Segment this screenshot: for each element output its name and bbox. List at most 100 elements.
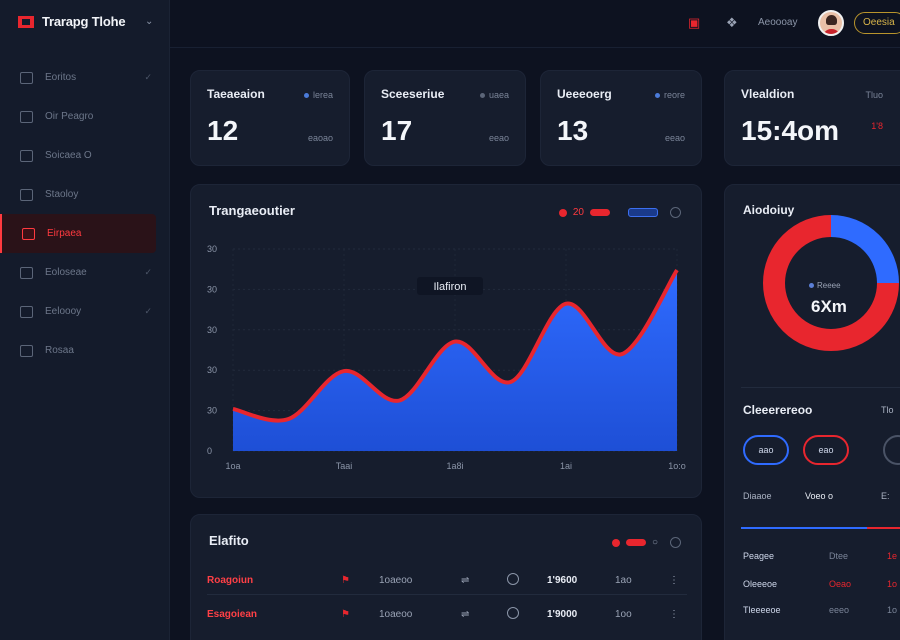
link-icon: ⇌	[461, 609, 470, 620]
sidebar-item[interactable]: Oir Peagro	[0, 97, 170, 136]
section-title: Cleeerereoo	[743, 403, 813, 417]
message-icon[interactable]: ▣	[688, 15, 701, 30]
row-id: 1oaeoo	[379, 609, 413, 620]
header-pill-button[interactable]: Oeesia	[854, 12, 900, 34]
dot-icon	[479, 92, 485, 98]
stat-tag: lerea	[303, 90, 333, 100]
ring-button[interactable]: aao	[743, 435, 789, 465]
stat-tag-label: reore	[663, 90, 685, 100]
donut-center-label-text: Reeee	[817, 281, 841, 290]
donut-slice-red	[763, 215, 899, 351]
sidebar-item-label: Eoloseae	[45, 267, 87, 278]
stat-title: Taeaeaion	[207, 87, 265, 101]
stat-card: Vlealdion Tluo 15:4om 1'8	[724, 70, 900, 166]
stat-value: 15:4om	[741, 115, 840, 146]
sidebar-item[interactable]: Rosaa	[0, 331, 170, 370]
stat-value: 12	[207, 115, 239, 146]
chart-title: Trangaeoutier	[209, 203, 295, 218]
sidebar-item-label: Eoritos	[45, 72, 77, 83]
legend-value: 20	[572, 207, 584, 218]
y-tick-label: 30	[207, 244, 217, 254]
list-flag: 1o	[887, 605, 898, 615]
y-tick-label: 30	[207, 284, 217, 294]
chevron-down-icon[interactable]: ⌄	[145, 16, 154, 27]
flag-icon: ⚑	[341, 609, 350, 620]
sidebar-item[interactable]: Eeloooy ✓	[0, 292, 170, 331]
sidebar-item[interactable]: Staoloy	[0, 175, 170, 214]
x-tick-label: 1o:o	[668, 461, 686, 471]
alert-icon	[20, 188, 33, 201]
bell-icon[interactable]: ❖	[726, 15, 738, 30]
stat-card: Taeaeaion lerea 12 eaoao	[190, 70, 350, 166]
activity-title: Aiodoiuy	[743, 203, 795, 217]
dot-icon	[654, 92, 660, 98]
sidebar: Trarapg Tlohe ⌄ Eoritos ✓ Oir Peagro Soic…	[0, 0, 170, 640]
more-icon[interactable]	[670, 207, 681, 218]
chevron-icon: ✓	[144, 306, 152, 316]
stat-card: Sceeseriue uaea 17 eeao	[364, 70, 526, 166]
progress-red	[867, 527, 900, 529]
legend-dot-icon	[611, 538, 620, 547]
flag-icon: ⚑	[341, 575, 350, 586]
header-label[interactable]: Aeoooay	[758, 17, 798, 28]
table-title: Elafito	[209, 533, 249, 548]
brand[interactable]: Trarapg Tlohe	[18, 14, 126, 29]
menu-icon[interactable]: ⋮	[669, 575, 679, 586]
table-row[interactable]: Roagoiun ⚑ 1oaeoo ⇌ 1'9600 1ao ⋮	[207, 565, 687, 595]
sidebar-item-label: Oir Peagro	[45, 111, 94, 122]
stat-tag-label: uaea	[488, 90, 509, 100]
list-label: Tleeeeoe	[743, 605, 781, 615]
menu-icon[interactable]: ⋮	[669, 609, 679, 620]
box-icon	[20, 71, 33, 84]
ring-button[interactable]	[883, 435, 900, 465]
row-tail: 1oo	[615, 609, 632, 620]
list-flag: 1e	[887, 551, 898, 561]
stat-tag-label: Tluo	[865, 90, 883, 100]
app-title: Trarapg Tlohe	[42, 14, 126, 29]
sidebar-item[interactable]: Soicaea O	[0, 136, 170, 175]
y-tick-label: 30	[207, 406, 217, 416]
ring-button[interactable]: eao	[803, 435, 849, 465]
card-icon	[22, 227, 35, 240]
tooltip-label: Ilafiron	[433, 281, 466, 293]
sidebar-item-label: Rosaa	[45, 345, 74, 356]
avatar[interactable]	[818, 10, 844, 36]
chart-card: Trangaeoutier 20 0 30 30 30 30 30 1oa Taai 1a8i 1…	[190, 184, 702, 498]
more-icon[interactable]	[670, 537, 681, 548]
sidebar-item[interactable]: Eoritos ✓	[0, 58, 170, 97]
x-tick-label: 1ai	[560, 461, 572, 471]
bolt-icon	[20, 344, 33, 357]
activity-card: Aiodoiuy Reeee 6Xm Cleeerereoo Tlo aao e…	[724, 184, 900, 640]
link-icon: ⇌	[461, 575, 470, 586]
table-row[interactable]: Esagoiean ⚑ 1oaeoo ⇌ 1'9000 1oo ⋮	[207, 599, 687, 629]
donut-chart	[763, 215, 899, 351]
sidebar-item-label: Eirpaea	[47, 228, 82, 239]
row-id: 1oaeoo	[379, 575, 413, 586]
row-name: Esagoiean	[207, 609, 258, 620]
grid-icon	[20, 110, 33, 123]
ring-label: Voeo o	[805, 491, 834, 501]
y-tick-label: 30	[207, 325, 217, 335]
table-card: Elafito ○ Roagoiun ⚑ 1oaeoo ⇌ 1'9600 1ao…	[190, 514, 702, 640]
series-line	[232, 268, 679, 423]
chart-icon	[20, 266, 33, 279]
y-tick-label: 0	[207, 446, 212, 456]
sidebar-item-label: Eeloooy	[45, 306, 82, 317]
section-tag: Tlo	[881, 405, 894, 415]
sidebar-item-label: Soicaea O	[45, 150, 92, 161]
table-icon	[20, 149, 33, 162]
legend-bar-icon	[590, 209, 610, 216]
x-tick-label: 1a8i	[446, 461, 463, 471]
list-flag: 1o	[887, 579, 898, 589]
legend-toggle[interactable]	[628, 208, 658, 217]
y-tick-label: 30	[207, 365, 217, 375]
stat-value: 13	[557, 115, 589, 146]
topbar: ▣ ❖ Aeoooay Oeesia	[170, 0, 900, 48]
list-icon	[20, 305, 33, 318]
stat-tag: reore	[654, 90, 685, 100]
divider	[741, 387, 900, 388]
sidebar-item-active[interactable]: Eirpaea	[0, 214, 156, 253]
stat-sub: eeao	[664, 133, 685, 143]
sidebar-item[interactable]: Eoloseae ✓	[0, 253, 170, 292]
stat-title: Vlealdion	[741, 87, 795, 101]
